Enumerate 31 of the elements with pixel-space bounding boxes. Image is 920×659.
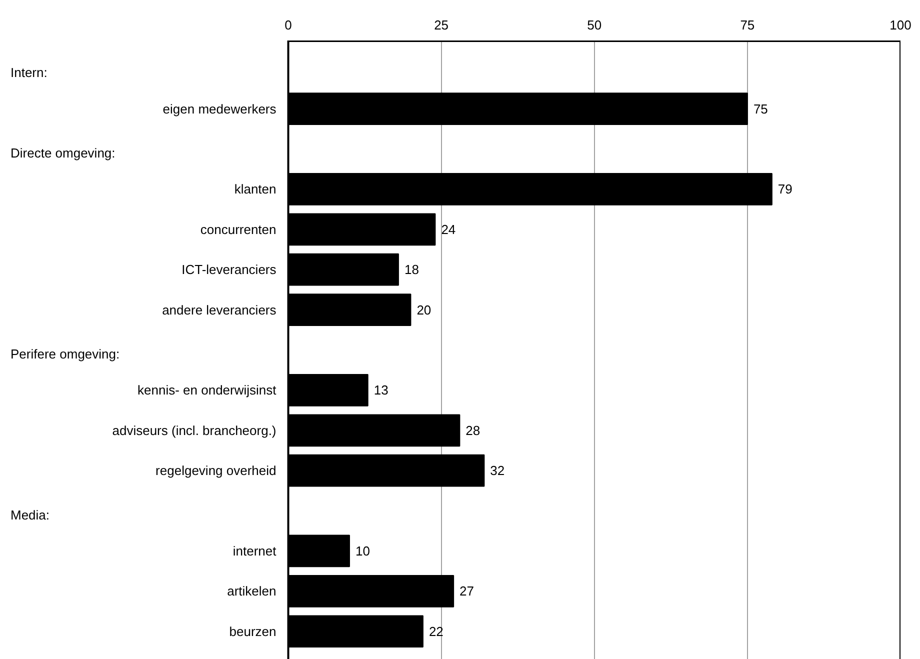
y-tick-label: artikelen bbox=[227, 584, 276, 599]
y-tick-label: ICT-leveranciers bbox=[182, 262, 277, 278]
data-label: 22 bbox=[428, 624, 444, 639]
text: Directe omgeving: bbox=[10, 146, 116, 161]
data-label: 24 bbox=[441, 222, 456, 237]
y-tick-label: kennis- en onderwijsinst bbox=[138, 382, 277, 398]
y-tick-label: eigen medewerkers bbox=[162, 101, 277, 116]
x-tick-label: 100 bbox=[890, 18, 912, 32]
y-tick-label: adviseurs (incl. brancheorg.) bbox=[112, 422, 276, 438]
y-tick-label: internet bbox=[232, 543, 277, 558]
y-tick-label: concurrenten bbox=[200, 222, 276, 237]
x-tick-label: 25 bbox=[434, 18, 449, 32]
x-tick-label: 75 bbox=[740, 18, 755, 32]
y-tick-label: klanten bbox=[234, 182, 276, 197]
data-label: 28 bbox=[466, 422, 480, 438]
data-label: 27 bbox=[460, 584, 474, 599]
data-label: 13 bbox=[374, 382, 388, 398]
data-label: 10 bbox=[355, 543, 370, 558]
data-label: 75 bbox=[753, 101, 768, 116]
text: Media: bbox=[10, 507, 50, 522]
data-label: 18 bbox=[404, 262, 419, 278]
data-label: 32 bbox=[490, 463, 505, 478]
x-tick-label: 0 bbox=[284, 18, 292, 32]
data-label: 79 bbox=[778, 182, 792, 197]
y-tick-label: andere leveranciers bbox=[162, 302, 277, 318]
y-tick-label: regelgeving overheid bbox=[156, 463, 276, 478]
text: Perifere omgeving: bbox=[10, 346, 120, 362]
x-tick-label: 50 bbox=[587, 18, 602, 32]
text: Intern: bbox=[10, 65, 48, 80]
data-label: 20 bbox=[416, 302, 432, 318]
y-tick-label: beurzen bbox=[229, 624, 276, 639]
